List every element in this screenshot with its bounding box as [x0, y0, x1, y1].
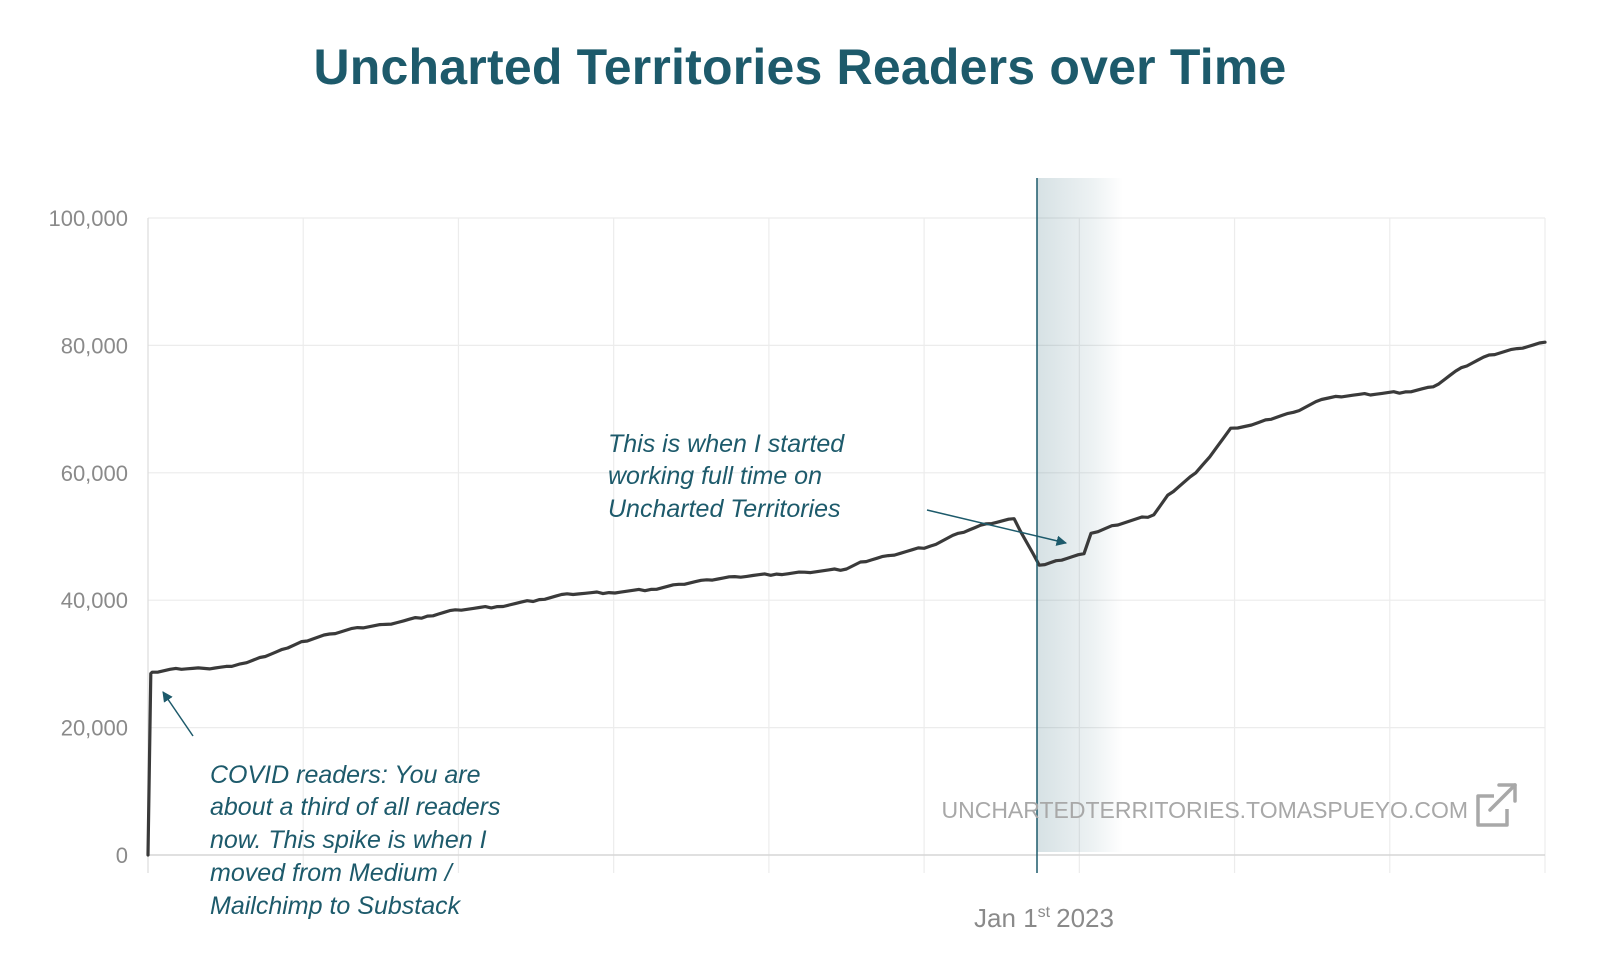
annotation-covid-line-4: moved from Medium / [210, 859, 455, 887]
annotation-covid: COVID readers: You are about a third of … [162, 691, 500, 920]
y-tick-label: 20,000 [61, 716, 128, 741]
grid [147, 217, 1546, 873]
y-axis-ticks: 0 20,000 40,000 60,000 80,000 100,000 [48, 206, 128, 868]
annotation-covid-line-5: Mailchimp to Substack [210, 892, 462, 920]
chart-title: Uncharted Territories Readers over Time [313, 39, 1287, 95]
external-link-icon[interactable] [1476, 783, 1517, 827]
annotation-full-time-line-1: This is when I started [608, 430, 845, 458]
y-tick-label: 100,000 [48, 206, 128, 231]
watermark[interactable]: UNCHARTEDTERRITORIES.TOMASPUEYO.COM [941, 783, 1517, 827]
y-tick-label: 60,000 [61, 461, 128, 486]
x-marker-label: Jan 1st 2023 [974, 903, 1114, 933]
y-tick-label: 40,000 [61, 588, 128, 613]
annotation-full-time-arrow [926, 509, 1068, 546]
annotation-covid-arrow [162, 691, 194, 737]
full-time-shade-region [1037, 178, 1123, 852]
annotation-full-time-line-2: working full time on [608, 462, 822, 490]
annotation-covid-line-3: now. This spike is when I [210, 826, 487, 854]
annotation-covid-line-1: COVID readers: You are [210, 761, 481, 789]
y-tick-label: 80,000 [61, 333, 128, 358]
annotation-covid-line-2: about a third of all readers [210, 793, 500, 821]
watermark-text: UNCHARTEDTERRITORIES.TOMASPUEYO.COM [941, 797, 1468, 823]
annotation-full-time: This is when I started working full time… [608, 430, 1068, 546]
annotation-full-time-line-3: Uncharted Territories [608, 495, 841, 523]
readers-series-line [146, 340, 1547, 857]
y-tick-label: 0 [116, 843, 128, 868]
